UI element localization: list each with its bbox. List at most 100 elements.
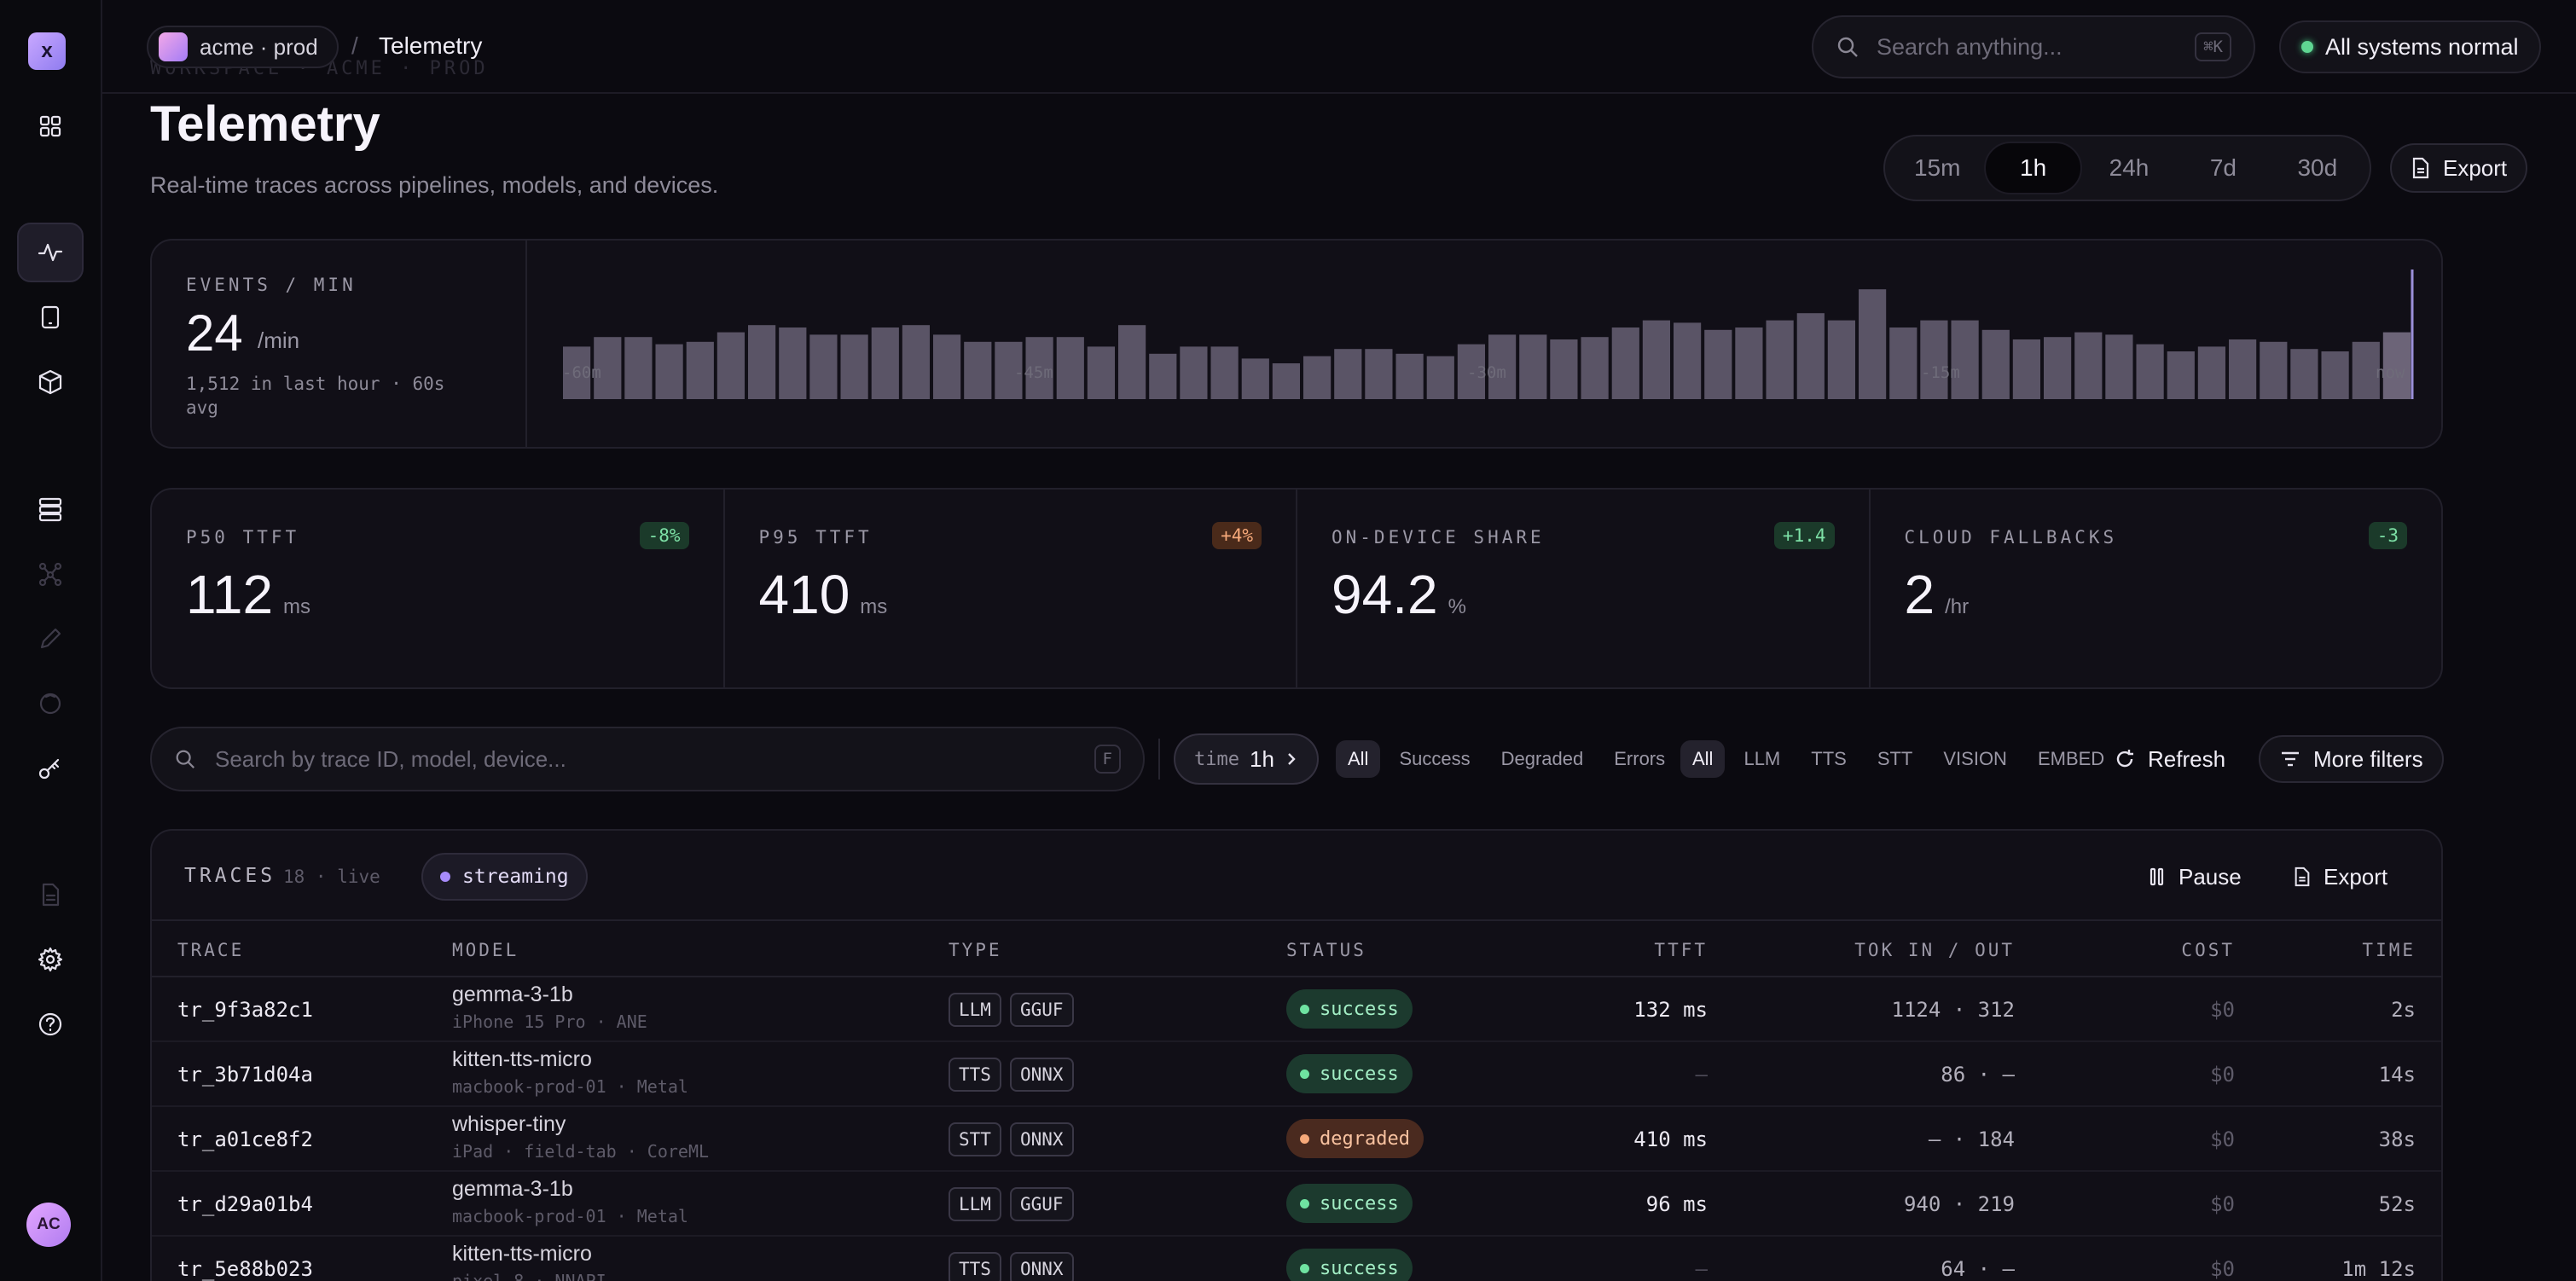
histogram-bar: [1704, 329, 1732, 399]
metric-value-wrap: 2 /hr: [1905, 563, 1970, 626]
avatar[interactable]: AC: [26, 1203, 71, 1247]
histogram-bar: [2044, 337, 2072, 399]
kind-filter-stt[interactable]: STT: [1877, 748, 1913, 769]
histogram-bar: [1087, 346, 1115, 399]
trace-ttft: 132 ms: [1633, 998, 1708, 1022]
streaming-label: streaming: [462, 866, 569, 888]
histogram-bar: [2321, 351, 2349, 399]
format-tag: GGUF: [1009, 1187, 1074, 1221]
activity-icon[interactable]: [17, 223, 84, 282]
x-tick-now: now: [2376, 363, 2405, 382]
col-model[interactable]: MODEL: [452, 940, 519, 960]
refresh-button[interactable]: Refresh: [2105, 739, 2234, 780]
range-24h[interactable]: 24h: [2109, 154, 2150, 181]
time-filter-chip[interactable]: time 1h: [1174, 733, 1319, 785]
col-ttft[interactable]: TTFT: [1654, 940, 1708, 960]
kind-filter-tts[interactable]: TTS: [1811, 748, 1847, 769]
range-15m[interactable]: 15m: [1913, 154, 1961, 181]
histogram-bar: [1581, 337, 1609, 399]
metric-delta: -8%: [639, 522, 689, 549]
col-tok[interactable]: TOK IN / OUT: [1854, 940, 2015, 960]
traces-title: TRACES: [184, 865, 276, 887]
kind-filter-all[interactable]: All: [1680, 740, 1726, 778]
grid-icon[interactable]: [17, 96, 84, 156]
histogram-bar: [779, 327, 807, 399]
shield-icon[interactable]: [17, 674, 84, 733]
histogram-bar: [995, 341, 1023, 399]
events-value: 24: [186, 304, 243, 362]
key-icon[interactable]: [17, 739, 84, 798]
traces-header: TRACES 18 · live streaming Pause Export: [152, 831, 2441, 921]
trace-id: tr_9f3a82c1: [177, 998, 313, 1022]
search-icon: [1837, 37, 1858, 57]
traces-export-label: Export: [2324, 863, 2388, 890]
trace-search-input[interactable]: Search by trace ID, model, device... F: [150, 727, 1145, 791]
search-icon: [176, 750, 195, 769]
table-row[interactable]: tr_a01ce8f2 whisper-tiny iPad · field-ta…: [152, 1107, 2441, 1172]
global-search[interactable]: Search anything... ⌘K: [1812, 15, 2255, 78]
histogram-bar: [902, 325, 930, 399]
histogram-bar: [1642, 320, 1670, 399]
export-button[interactable]: Export: [2390, 143, 2528, 193]
refresh-icon: [2116, 750, 2133, 768]
table-row[interactable]: tr_5e88b023 kitten-tts-micro pixel-8 · N…: [152, 1237, 2441, 1281]
histogram-bar: [1210, 346, 1239, 399]
table-row[interactable]: tr_9f3a82c1 gemma-3-1b iPhone 15 Pro · A…: [152, 977, 2441, 1042]
table-row[interactable]: tr_3b71d04a kitten-tts-micro macbook-pro…: [152, 1042, 2441, 1107]
type-tag: LLM: [949, 993, 1001, 1027]
system-status-text: All systems normal: [2325, 33, 2519, 60]
server-icon[interactable]: [17, 479, 84, 539]
document-icon: [2295, 867, 2310, 887]
histogram-bar: [1241, 358, 1269, 399]
tablet-icon[interactable]: [17, 287, 84, 347]
histogram-bar: [594, 337, 622, 399]
format-tag: GGUF: [1009, 993, 1074, 1027]
pause-button[interactable]: Pause: [2148, 856, 2242, 897]
histogram-svg: [563, 270, 2414, 399]
col-status[interactable]: STATUS: [1286, 940, 1366, 960]
traces-export-button[interactable]: Export: [2293, 856, 2387, 897]
col-trace[interactable]: TRACE: [177, 940, 245, 960]
histogram-bar: [1550, 339, 1578, 399]
histogram-bar: [624, 337, 653, 399]
metric-cloud-fallbacks: CLOUD FALLBACKS -3 2 /hr: [1871, 490, 2442, 687]
range-7d[interactable]: 7d: [2209, 154, 2237, 181]
gear-icon[interactable]: [17, 930, 84, 989]
filter-icon: [2282, 751, 2299, 767]
status-badge: success: [1286, 1054, 1413, 1093]
events-histogram: [563, 263, 2414, 442]
col-type[interactable]: TYPE: [949, 940, 1002, 960]
nodes-icon[interactable]: [17, 544, 84, 604]
status-filter-all[interactable]: All: [1336, 740, 1381, 778]
help-icon[interactable]: [17, 994, 84, 1054]
table-row[interactable]: tr_d29a01b4 gemma-3-1b macbook-prod-01 ·…: [152, 1172, 2441, 1237]
system-status-badge[interactable]: All systems normal: [2279, 20, 2541, 73]
kind-filter-vision[interactable]: VISION: [1943, 748, 2007, 769]
status-filter-degraded[interactable]: Degraded: [1500, 748, 1584, 769]
col-cost[interactable]: COST: [2181, 940, 2235, 960]
app-logo[interactable]: x: [28, 32, 66, 70]
trace-types: TTS ONNX: [949, 1252, 1074, 1281]
trace-cost: $0: [2210, 1127, 2235, 1151]
histogram-bar: [1056, 337, 1084, 399]
histogram-bar: [655, 344, 683, 399]
pencil-icon[interactable]: [17, 609, 84, 669]
trace-time: 2s: [2391, 998, 2416, 1022]
workspace-switcher[interactable]: acme · prod: [147, 26, 339, 68]
range-1h[interactable]: 1h: [1984, 142, 2082, 194]
document-icon[interactable]: [17, 865, 84, 925]
cube-icon[interactable]: [17, 352, 84, 412]
x-tick-15m: -15m: [1921, 363, 1960, 382]
status-filter-success[interactable]: Success: [1399, 748, 1471, 769]
trace-model: gemma-3-1b: [452, 1177, 573, 1201]
kind-filter-llm[interactable]: LLM: [1743, 748, 1781, 769]
histogram-bar: [2229, 339, 2257, 399]
kind-filter-embed[interactable]: EMBED: [2037, 748, 2105, 769]
status-filter-errors[interactable]: Errors: [1614, 748, 1666, 769]
trace-device: pixel-8 · NNAPI: [452, 1271, 606, 1281]
col-time[interactable]: TIME: [2362, 940, 2416, 960]
time-filter-key: time: [1194, 748, 1239, 770]
more-filters-button[interactable]: More filters: [2259, 735, 2444, 783]
range-30d[interactable]: 30d: [2297, 154, 2338, 181]
histogram-bar: [871, 327, 899, 399]
